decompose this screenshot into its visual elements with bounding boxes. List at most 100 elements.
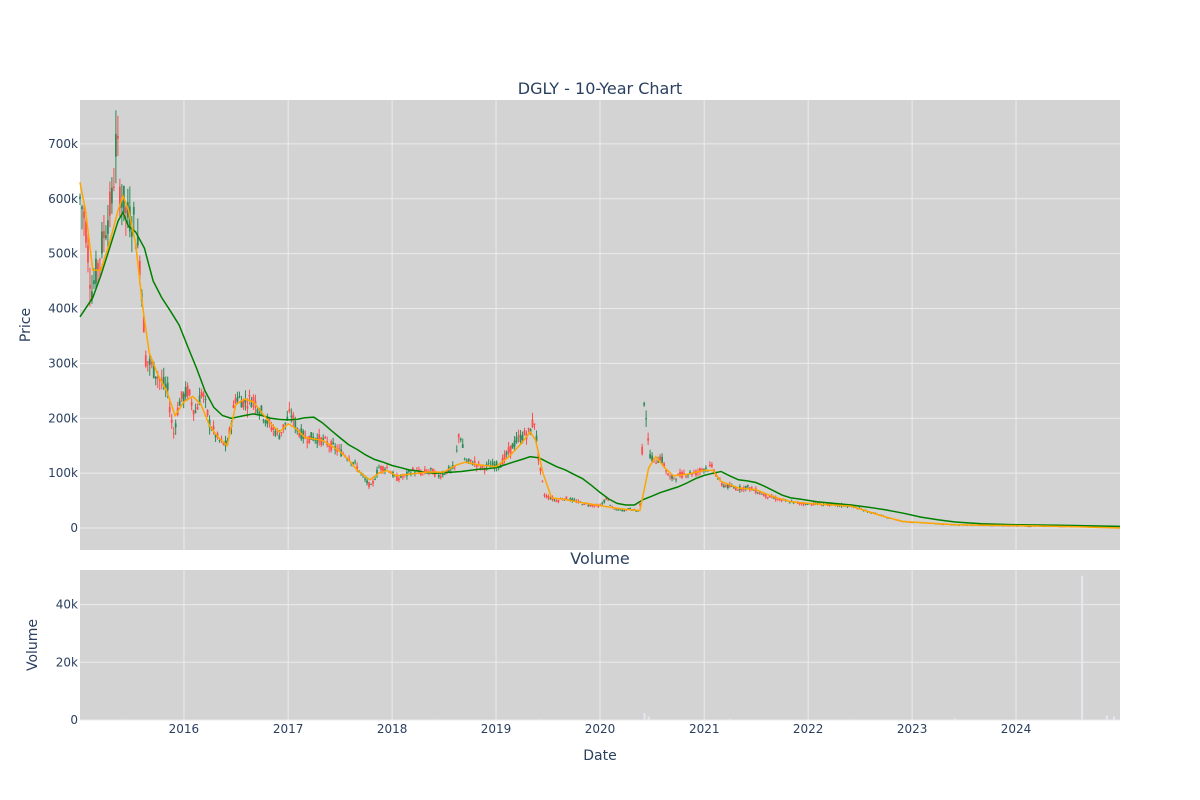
candle-body xyxy=(778,499,781,501)
volume-bar xyxy=(538,718,541,720)
candle-body xyxy=(384,469,386,471)
candle-body xyxy=(531,419,534,427)
candle-body xyxy=(116,135,119,139)
volume-bar xyxy=(643,713,646,720)
candle-body xyxy=(701,469,703,470)
candle-body xyxy=(182,393,185,402)
candle-body xyxy=(639,503,642,506)
candle-body xyxy=(691,474,693,476)
candle-body xyxy=(671,475,673,479)
candle-body xyxy=(196,406,199,410)
candle-body xyxy=(720,482,723,486)
candle-body xyxy=(597,505,600,508)
candle-body xyxy=(364,478,366,480)
candle-body xyxy=(709,464,711,467)
candle-body xyxy=(527,428,530,430)
candle-body xyxy=(150,362,153,365)
candle-body xyxy=(298,433,301,437)
candle-body xyxy=(412,467,414,470)
candle-body xyxy=(284,422,287,424)
volume-subplot-title: Volume xyxy=(570,549,630,568)
candle-body xyxy=(208,419,211,428)
candle-body xyxy=(146,361,149,363)
volume-bar xyxy=(728,718,731,720)
candle-body xyxy=(256,409,259,413)
candle-body xyxy=(722,485,725,488)
candle-body xyxy=(734,487,737,491)
candle-body xyxy=(328,445,331,448)
candle-body xyxy=(232,405,235,408)
candle-body xyxy=(469,459,472,462)
candle-body xyxy=(99,259,101,261)
candle-body xyxy=(728,484,731,488)
volume-bar xyxy=(226,719,229,720)
candle-body xyxy=(200,392,203,397)
candle-body xyxy=(206,409,209,416)
candle-body xyxy=(677,473,679,475)
candle-body xyxy=(246,406,249,409)
candle-body xyxy=(487,462,490,464)
candle-body xyxy=(699,468,701,472)
candle-body xyxy=(366,480,368,484)
candle-body xyxy=(400,474,402,478)
candle-body xyxy=(657,461,659,463)
candle-body xyxy=(370,484,372,485)
volume-bar xyxy=(850,719,853,720)
candle-body xyxy=(459,438,462,441)
candle-body xyxy=(186,385,189,397)
candle-body xyxy=(93,280,95,285)
volume-y-tick-label: 40k xyxy=(56,598,78,612)
candle-body xyxy=(609,504,612,506)
candle-body xyxy=(689,471,691,474)
candle-body xyxy=(184,387,187,397)
candle-body xyxy=(479,466,482,469)
x-tick-label: 2016 xyxy=(169,722,200,736)
candle-body xyxy=(613,508,616,510)
candle-body xyxy=(250,402,253,408)
price-y-tick-label: 700k xyxy=(48,137,78,151)
candle-body xyxy=(764,493,767,498)
candle-body xyxy=(647,438,650,441)
chart-title: DGLY - 10-Year Chart xyxy=(518,79,682,98)
candle-body xyxy=(750,487,753,489)
volume-bar xyxy=(1105,715,1108,720)
candle-body xyxy=(541,480,544,482)
candle-body xyxy=(641,446,644,455)
candle-body xyxy=(439,476,442,478)
volume-bar xyxy=(330,719,333,720)
candle-body xyxy=(168,407,171,413)
candle-body xyxy=(382,466,384,472)
volume-bar xyxy=(122,719,125,720)
candle-body xyxy=(396,475,398,481)
candle-body xyxy=(752,490,755,491)
candle-body xyxy=(89,284,91,289)
candle-body xyxy=(513,440,516,447)
candle-body xyxy=(455,450,458,452)
price-y-tick-label: 200k xyxy=(48,411,78,425)
candle-body xyxy=(463,458,466,460)
candle-body xyxy=(465,460,468,463)
candle-body xyxy=(766,497,769,498)
candle-body xyxy=(178,400,181,406)
candle-body xyxy=(166,382,169,391)
candle-body xyxy=(278,435,281,440)
candle-body xyxy=(776,499,779,501)
candle-body xyxy=(473,460,476,463)
candle-body xyxy=(587,505,590,507)
volume-bar xyxy=(647,716,650,720)
price-y-tick-label: 300k xyxy=(48,356,78,370)
candle-body xyxy=(294,421,297,429)
candle-body xyxy=(270,427,273,431)
candle-body xyxy=(292,414,295,421)
x-tick-label: 2020 xyxy=(585,722,616,736)
candle-body xyxy=(174,423,177,428)
candle-body xyxy=(124,207,127,214)
candle-body xyxy=(655,463,658,465)
candle-body xyxy=(437,474,440,478)
candle-body xyxy=(386,467,388,469)
candle-body xyxy=(354,461,356,463)
x-tick-label: 2019 xyxy=(481,722,512,736)
short-moving-average-line xyxy=(79,182,1121,529)
candle-body xyxy=(282,424,285,430)
